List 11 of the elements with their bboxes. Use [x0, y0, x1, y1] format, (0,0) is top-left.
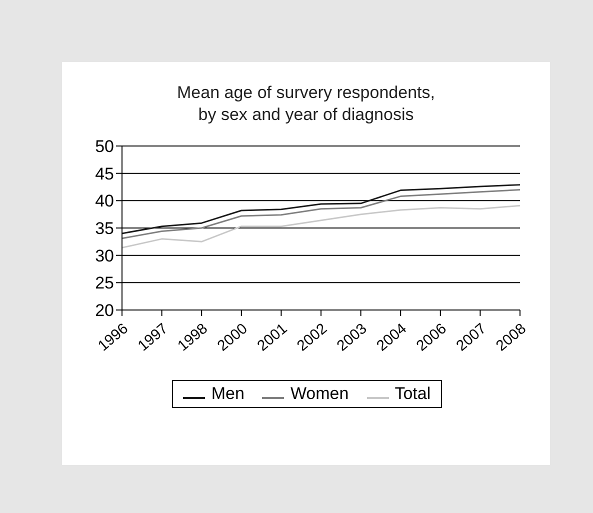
y-tick-label: 45 — [95, 164, 114, 184]
y-tick-label: 20 — [95, 301, 114, 320]
chart-title: Mean age of survery respondents, by sex and year of diagnosis — [176, 82, 436, 126]
y-tick-label: 30 — [95, 246, 114, 266]
legend-label: Women — [290, 384, 349, 404]
y-tick-label: 35 — [95, 219, 114, 238]
y-tick-label: 50 — [95, 137, 114, 156]
y-tick-label: 25 — [95, 274, 114, 293]
legend-label: Total — [394, 384, 431, 404]
y-tick-label: 40 — [95, 192, 114, 211]
legend-label: Men — [211, 384, 244, 404]
